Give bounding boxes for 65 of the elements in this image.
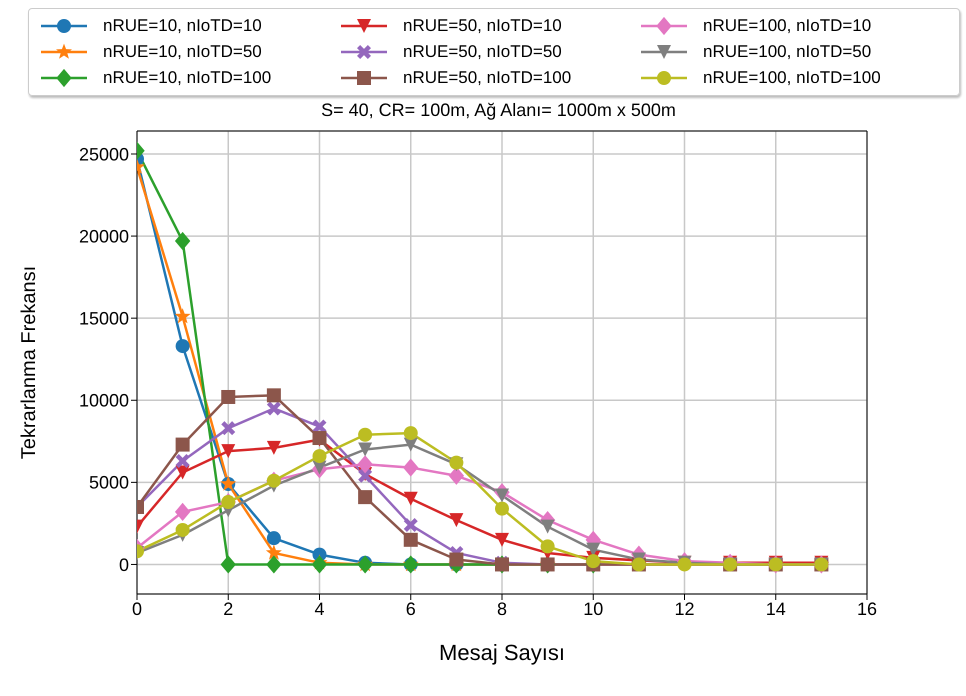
point xyxy=(357,455,373,474)
point xyxy=(540,539,555,554)
point xyxy=(495,502,509,516)
x-tick-label: 16 xyxy=(856,598,878,619)
legend-label: nRUE=100, nIoTD=100 xyxy=(703,68,881,88)
point xyxy=(358,442,372,457)
chart-title: S= 40, CR= 100m, Ağ Alanı= 1000m x 500m xyxy=(320,100,677,122)
x-tick-label: 14 xyxy=(766,598,786,619)
point xyxy=(174,232,190,250)
point xyxy=(404,492,418,506)
point xyxy=(312,449,326,464)
legend-label: nRUE=100, nIoTD=50 xyxy=(703,42,872,62)
point xyxy=(312,555,328,574)
point xyxy=(358,428,372,442)
x-tick-label: 0 xyxy=(132,598,142,619)
point xyxy=(449,552,464,567)
point xyxy=(404,426,418,440)
point xyxy=(174,502,190,522)
point xyxy=(176,522,190,537)
point xyxy=(403,458,418,477)
point xyxy=(266,544,282,560)
point xyxy=(221,421,236,436)
point xyxy=(357,555,373,574)
legend-label: nRUE=50, nIoTD=100 xyxy=(403,68,572,88)
legend-label: nRUE=10, nIoTD=10 xyxy=(103,16,262,36)
legend-label: nRUE=10, nIoTD=100 xyxy=(103,68,272,88)
point xyxy=(266,531,281,546)
x-axis-title: Mesaj Sayısı xyxy=(439,640,565,665)
legend-label: nRUE=10, nIoTD=50 xyxy=(103,42,262,62)
y-tick-label: 15000 xyxy=(78,308,129,329)
point xyxy=(495,488,509,502)
x-tick-label: 8 xyxy=(496,598,508,619)
legend-label: nRUE=50, nIoTD=10 xyxy=(403,16,562,36)
point xyxy=(174,308,191,324)
point xyxy=(495,532,509,547)
legend-label: nRUE=100, nIoTD=10 xyxy=(703,16,872,36)
y-tick-label: 0 xyxy=(118,554,129,575)
legend-label: nRUE=50, nIoTD=50 xyxy=(403,42,562,62)
y-tick-label: 20000 xyxy=(78,226,129,246)
point xyxy=(266,440,281,455)
x-tick-label: 2 xyxy=(223,598,234,619)
point xyxy=(176,438,190,452)
x-tick-label: 10 xyxy=(583,598,604,619)
point xyxy=(449,513,464,528)
point xyxy=(266,388,281,402)
point xyxy=(221,390,236,404)
point xyxy=(358,490,372,504)
point xyxy=(221,495,236,510)
y-tick-label: 10000 xyxy=(78,390,129,411)
point xyxy=(586,554,600,568)
point xyxy=(176,454,190,468)
point xyxy=(266,555,282,574)
point xyxy=(404,518,418,532)
y-tick-label: 25000 xyxy=(78,144,129,164)
y-tick-label: 5000 xyxy=(88,472,129,493)
point xyxy=(404,532,418,547)
x-tick-label: 4 xyxy=(314,598,325,619)
x-tick-label: 6 xyxy=(406,598,416,619)
point xyxy=(540,520,555,534)
y-axis-title: Tekrarlanma Frekansı xyxy=(18,266,40,460)
point xyxy=(176,339,190,354)
x-tick-label: 12 xyxy=(674,598,695,619)
point xyxy=(221,444,236,458)
point xyxy=(266,401,281,416)
point xyxy=(220,555,236,574)
